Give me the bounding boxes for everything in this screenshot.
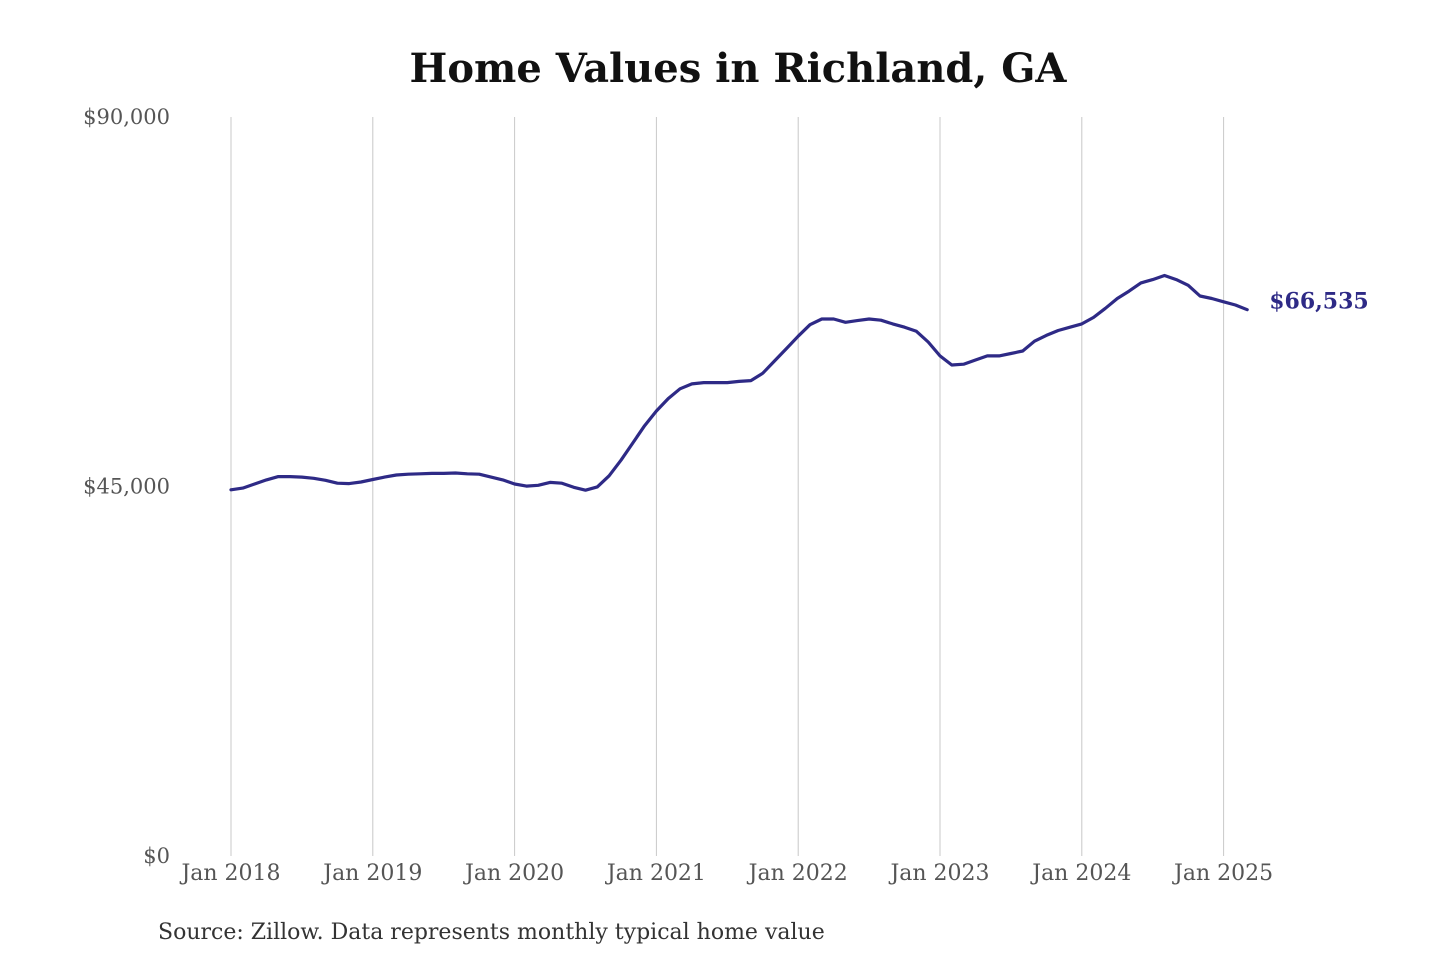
end-value-label: $66,535 <box>1269 289 1369 315</box>
series-line <box>229 273 1249 492</box>
x-tick-label: Jan 2024 <box>1030 861 1131 886</box>
x-tick-label: Jan 2020 <box>463 861 564 886</box>
series-home-value <box>229 273 1249 492</box>
x-tick-label: Jan 2023 <box>888 861 989 886</box>
x-tick-label: Jan 2019 <box>321 861 422 886</box>
x-tick-label: Jan 2025 <box>1172 861 1273 886</box>
x-axis-ticks: Jan 2018 Jan 2019 Jan 2020 Jan 2021 Jan 2022… <box>179 861 1273 886</box>
chart-title: Home Values in Richland, GA <box>410 45 1068 92</box>
grid-lines <box>230 117 1225 856</box>
y-tick-label: $0 <box>143 844 170 868</box>
x-tick-label: Jan 2022 <box>747 861 848 886</box>
y-tick-label: $45,000 <box>83 475 170 499</box>
y-axis-ticks: $0 $45,000 $90,000 <box>83 105 170 868</box>
y-tick-label: $90,000 <box>83 105 170 129</box>
x-tick-label: Jan 2021 <box>605 861 706 886</box>
source-note: Source: Zillow. Data represents monthly … <box>158 920 825 945</box>
x-tick-label: Jan 2018 <box>179 861 280 886</box>
data-labels: $66,535 <box>1269 289 1369 315</box>
